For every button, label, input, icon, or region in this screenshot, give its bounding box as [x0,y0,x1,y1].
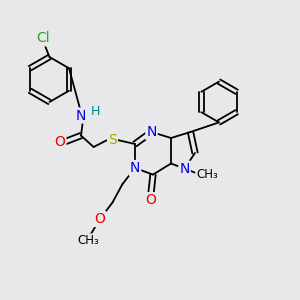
Text: S: S [108,133,117,147]
Text: CH₃: CH₃ [78,234,99,248]
Text: N: N [146,125,157,139]
Text: O: O [55,135,65,149]
Text: N: N [130,161,140,175]
Text: N: N [179,162,190,176]
Text: H: H [91,105,100,118]
Text: N: N [76,109,86,122]
Text: O: O [145,193,156,207]
Text: Cl: Cl [36,32,50,45]
Text: O: O [94,212,105,226]
Text: CH₃: CH₃ [196,167,218,181]
